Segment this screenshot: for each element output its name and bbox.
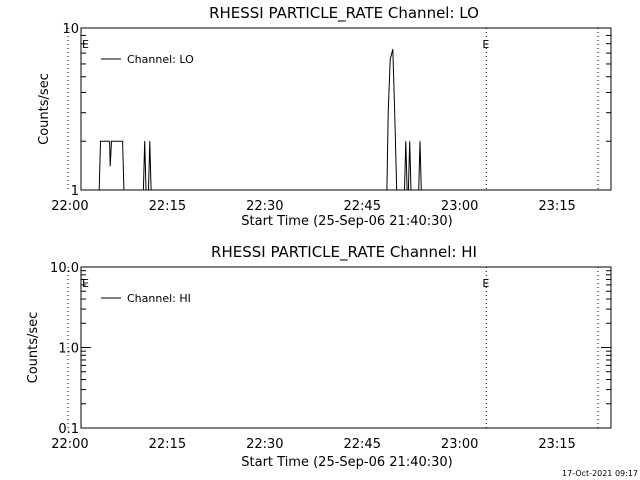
y-axis-label: Counts/sec [26,312,41,384]
event-marker-label: E [82,277,89,290]
chart-panel-1: RHESSI PARTICLE_RATE Channel: LO 1 10 Count… [37,4,612,229]
x-tick-label: 23:00 [441,199,478,214]
event-marker-label: E [82,38,89,51]
x-tick-label: 23:15 [538,437,575,452]
chart-panel-2: RHESSI PARTICLE_RATE Channel: HI 0.1 1.0 10… [26,243,612,470]
series-line-1 [81,49,611,191]
legend-label: Channel: LO [127,53,194,66]
x-tick-label: 22:00 [51,199,88,214]
legend-label: Channel: HI [127,292,191,305]
y-tick-label: 1 [71,184,79,199]
event-marker-label: E [482,38,489,51]
x-tick-label: 22:15 [149,199,186,214]
chart-legend: Channel: LO [101,53,194,66]
x-tick-label: 22:00 [51,437,88,452]
y-tick-label: 0.1 [58,422,79,437]
chart-title: RHESSI PARTICLE_RATE Channel: HI [211,243,477,262]
x-tick-label: 22:45 [344,437,381,452]
footer-timestamp: 17-Oct-2021 09:17 [562,469,638,478]
x-tick-label: 22:15 [149,437,186,452]
x-tick-label: 22:30 [246,437,283,452]
chart-legend: Channel: HI [101,292,191,305]
y-tick-label: 1.0 [58,342,79,357]
y-tick-label: 10.0 [50,261,79,276]
x-tick-label: 22:45 [344,199,381,214]
x-axis-label: Start Time (25-Sep-06 21:40:30) [241,214,452,229]
y-tick-label: 10 [62,22,79,37]
x-tick-label: 23:15 [538,199,575,214]
chart-title: RHESSI PARTICLE_RATE Channel: LO [209,4,479,23]
y-axis-label: Counts/sec [37,73,52,145]
event-marker-label: E [482,277,489,290]
x-tick-label: 22:30 [246,199,283,214]
x-axis-label: Start Time (25-Sep-06 21:40:30) [241,455,452,470]
x-tick-label: 23:00 [441,437,478,452]
